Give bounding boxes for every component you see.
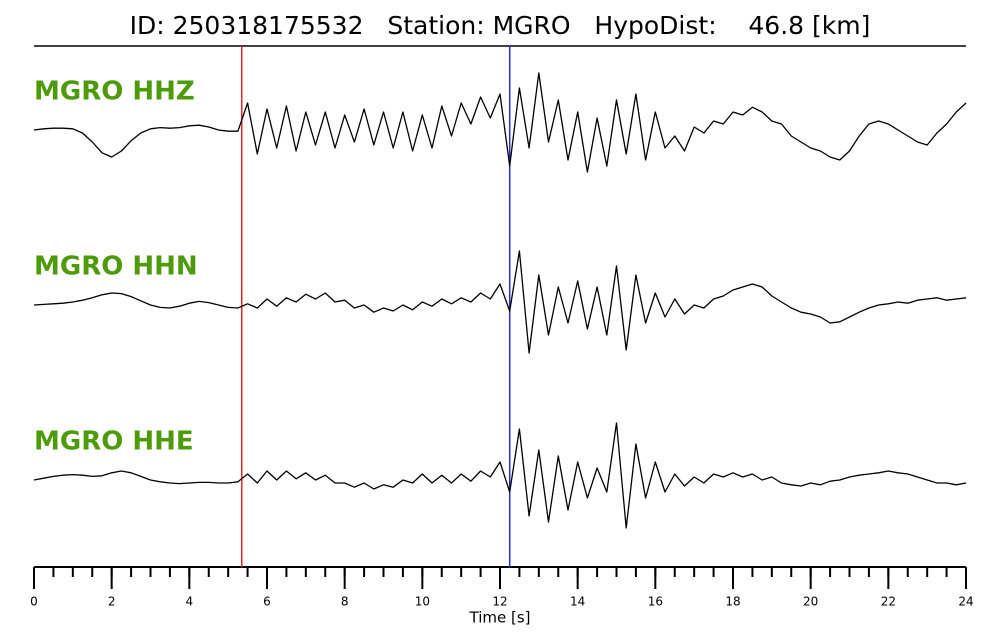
- x-tick-label: 2: [108, 595, 116, 609]
- waveform: [33, 422, 967, 529]
- x-tick-label: 10: [415, 595, 430, 609]
- x-tick-label: 12: [492, 595, 507, 609]
- trace-label: MGRO HHZ: [34, 77, 195, 107]
- x-axis-label: Time [s]: [469, 609, 531, 627]
- trace-label: MGRO HHN: [34, 252, 198, 282]
- waveform: [33, 250, 967, 354]
- x-tick-label: 0: [30, 595, 38, 609]
- x-tick-label: 18: [725, 595, 740, 609]
- x-tick-label: 20: [803, 595, 818, 609]
- chart-title: ID: 250318175532 Station: MGRO HypoDist:…: [130, 11, 871, 40]
- x-tick-label: 8: [341, 595, 349, 609]
- x-tick-label: 24: [958, 595, 973, 609]
- trace-label: MGRO HHE: [34, 427, 194, 457]
- x-tick-label: 22: [881, 595, 896, 609]
- x-tick-label: 6: [263, 595, 271, 609]
- x-tick-label: 4: [186, 595, 194, 609]
- x-tick-label: 14: [570, 595, 585, 609]
- x-tick-label: 16: [648, 595, 663, 609]
- waveform: [33, 72, 967, 173]
